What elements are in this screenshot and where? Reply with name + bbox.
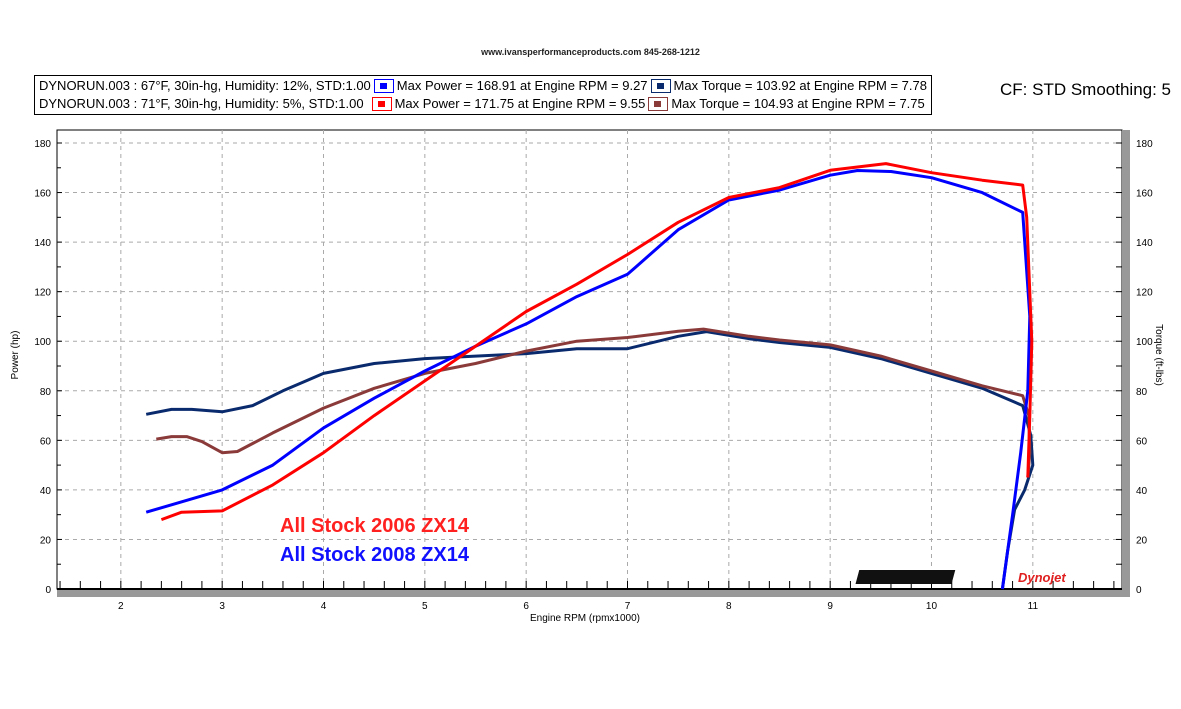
y-tick-label: 80 [40, 387, 52, 398]
x-tick-label: 2 [118, 601, 124, 612]
x-tick-label: 8 [726, 601, 732, 612]
torque-swatch [650, 79, 671, 93]
y2-tick-label: 100 [1136, 337, 1153, 348]
y2-tick-label: 80 [1136, 387, 1148, 398]
legend: DYNORUN.003 : 67°F, 30in-hg, Humidity: 1… [34, 75, 932, 115]
series-power-2006 [160, 162, 1034, 522]
annotation-2008: All Stock 2008 ZX14 [280, 544, 469, 566]
x-axis-label: Engine RPM (rpmx1000) [530, 613, 640, 624]
site-header: www.ivansperformanceproducts.com 845-268… [481, 47, 700, 57]
max-torque: Max Torque = 103.92 at Engine RPM = 7.78 [673, 78, 927, 93]
y-tick-label: 60 [40, 436, 52, 447]
y-tick-label: 140 [34, 238, 51, 249]
y-tick-label: 160 [34, 189, 51, 200]
legend-row-2: DYNORUN.003 : 71°F, 30in-hg, Humidity: 5… [39, 95, 927, 113]
annotation-2006: All Stock 2006 ZX14 [280, 515, 469, 537]
run-info: DYNORUN.003 : 71°F, 30in-hg, Humidity: 5… [39, 96, 364, 111]
y-tick-label: 100 [34, 337, 51, 348]
logo-text: Dynojet [1018, 570, 1066, 585]
bottom-axis-band [57, 589, 1130, 597]
x-tick-label: 10 [926, 601, 938, 612]
max-power: Max Power = 171.75 at Engine RPM = 9.55 [394, 96, 646, 111]
y-tick-label: 120 [34, 288, 51, 299]
y2-axis-label: Torque (ft-lbs) [1153, 324, 1164, 386]
x-tick-label: 11 [1028, 601, 1039, 612]
x-tick-label: 9 [827, 601, 833, 612]
max-torque: Max Torque = 104.93 at Engine RPM = 7.75 [671, 96, 925, 111]
y2-tick-label: 160 [1136, 189, 1153, 200]
plot-area [56, 129, 1123, 590]
right-axis-band [1122, 130, 1130, 597]
y2-tick-label: 40 [1136, 486, 1148, 497]
x-tick-label: 5 [422, 601, 428, 612]
y2-tick-label: 140 [1136, 238, 1153, 249]
y-axis-label: Power (hp) [10, 331, 21, 380]
dynojet-logo: Dynojet [855, 570, 1066, 585]
x-tick-label: 6 [523, 601, 529, 612]
y-tick-label: 20 [40, 535, 52, 546]
legend-row-1: DYNORUN.003 : 67°F, 30in-hg, Humidity: 1… [39, 77, 927, 95]
y-tick-label: 40 [40, 486, 52, 497]
series-torque-2008 [145, 330, 1035, 590]
cf-smoothing: CF: STD Smoothing: 5 [1000, 80, 1172, 99]
max-power: Max Power = 168.91 at Engine RPM = 9.27 [396, 78, 648, 93]
torque-swatch [648, 97, 669, 111]
series-torque-2006 [156, 327, 1032, 478]
y-tick-label: 180 [34, 139, 51, 150]
x-tick-label: 3 [219, 601, 225, 612]
y2-tick-label: 120 [1136, 288, 1153, 299]
y2-tick-label: 180 [1136, 139, 1153, 150]
y2-tick-label: 20 [1136, 535, 1148, 546]
power-swatch [371, 97, 392, 111]
logo-bg [855, 570, 956, 584]
power-swatch [373, 79, 394, 93]
y-tick-label: 0 [45, 585, 51, 596]
x-tick-label: 7 [625, 601, 631, 612]
y2-tick-label: 0 [1136, 585, 1142, 596]
run-info: DYNORUN.003 : 67°F, 30in-hg, Humidity: 1… [39, 78, 371, 93]
y2-tick-label: 60 [1136, 436, 1148, 447]
x-tick-label: 4 [321, 601, 327, 612]
